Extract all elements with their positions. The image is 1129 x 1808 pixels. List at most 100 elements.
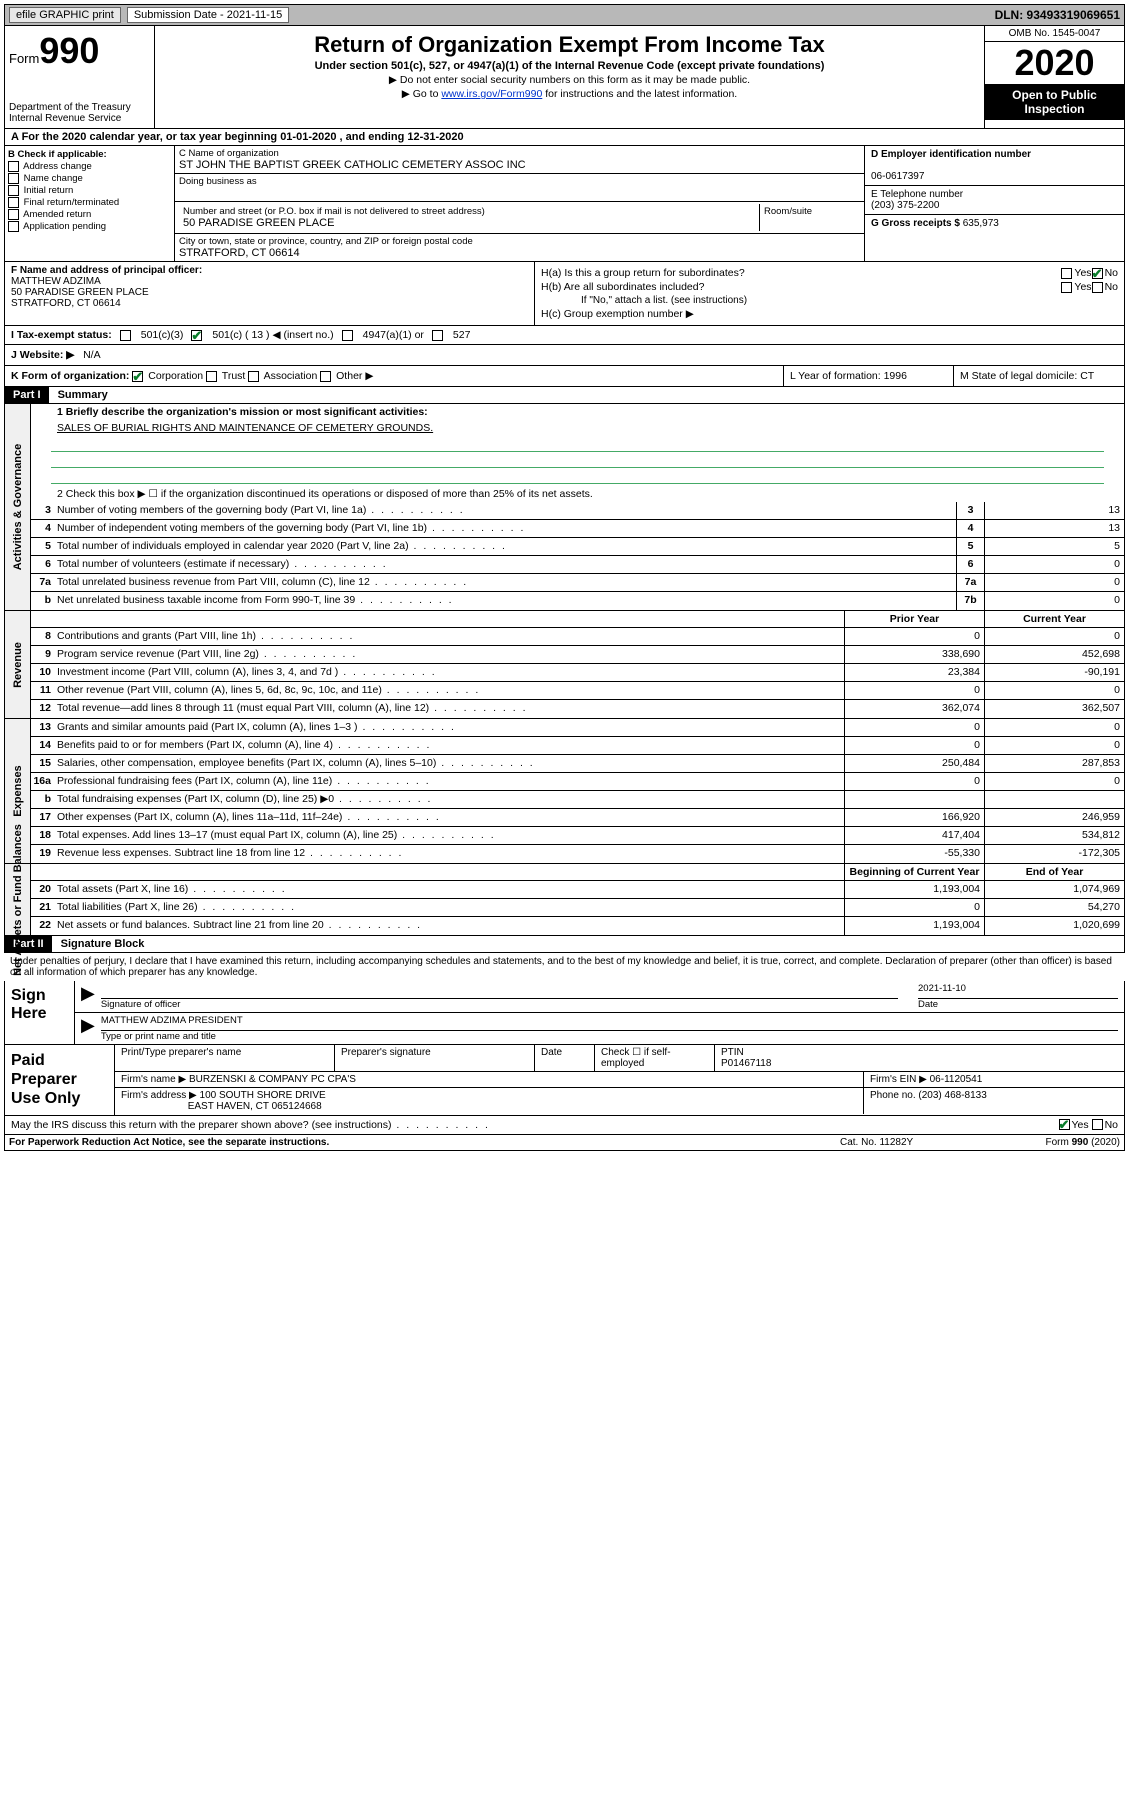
chk-initial[interactable] <box>8 185 19 196</box>
summary-line: 21Total liabilities (Part X, line 26)054… <box>31 899 1124 917</box>
form-title: Return of Organization Exempt From Incom… <box>159 32 980 58</box>
mission-text: SALES OF BURIAL RIGHTS AND MAINTENANCE O… <box>31 420 1124 436</box>
chk-final[interactable] <box>8 197 19 208</box>
officer-name: MATTHEW ADZIMA <box>11 276 101 287</box>
firm-addr: 100 SOUTH SHORE DRIVE <box>200 1090 326 1101</box>
footer: For Paperwork Reduction Act Notice, see … <box>4 1135 1125 1151</box>
summary-line: 3Number of voting members of the governi… <box>31 502 1124 520</box>
officer-addr1: 50 PARADISE GREEN PLACE <box>11 287 149 298</box>
firm-ein: 06-1120541 <box>930 1074 983 1085</box>
ptin-value: P01467118 <box>721 1058 771 1069</box>
d-label: D Employer identification number <box>871 149 1031 160</box>
summary-line: bTotal fundraising expenses (Part IX, co… <box>31 791 1124 809</box>
website-value: N/A <box>83 349 101 361</box>
summary-line: 9Program service revenue (Part VIII, lin… <box>31 646 1124 664</box>
chk-trust[interactable] <box>206 371 217 382</box>
officer-name-title: MATTHEW ADZIMA PRESIDENT <box>101 1015 1118 1031</box>
chk-other[interactable] <box>320 371 331 382</box>
summary-line: 7aTotal unrelated business revenue from … <box>31 574 1124 592</box>
discuss-row: May the IRS discuss this return with the… <box>4 1116 1125 1135</box>
tax-year: 2020 <box>985 42 1124 84</box>
topbar: efile GRAPHIC print Submission Date - 20… <box>4 4 1125 26</box>
hb-note: If "No," attach a list. (see instruction… <box>581 295 1118 306</box>
sig-date: 2021-11-10 <box>918 983 1118 999</box>
discuss-no[interactable] <box>1092 1119 1103 1130</box>
ha-label: H(a) Is this a group return for subordin… <box>541 267 1061 279</box>
summary-line: 13Grants and similar amounts paid (Part … <box>31 719 1124 737</box>
chk-501c[interactable] <box>191 330 202 341</box>
submission-date: Submission Date - 2021-11-15 <box>127 7 289 23</box>
city-value: STRATFORD, CT 06614 <box>179 247 300 259</box>
chk-pending[interactable] <box>8 221 19 232</box>
summary-line: 12Total revenue—add lines 8 through 11 (… <box>31 700 1124 718</box>
summary-line: 8Contributions and grants (Part VIII, li… <box>31 628 1124 646</box>
summary-line: 22Net assets or fund balances. Subtract … <box>31 917 1124 935</box>
section-f-h: F Name and address of principal officer:… <box>4 262 1125 326</box>
vtab-netassets: Net Assets or Fund Balances <box>12 824 24 976</box>
line2: 2 Check this box ▶ ☐ if the organization… <box>31 486 1124 502</box>
summary-expenses: Expenses 13Grants and similar amounts pa… <box>4 719 1125 864</box>
chk-527[interactable] <box>432 330 443 341</box>
summary-governance: Activities & Governance 1 Briefly descri… <box>4 404 1125 611</box>
ha-no[interactable] <box>1092 268 1103 279</box>
summary-line: 10Investment income (Part VIII, column (… <box>31 664 1124 682</box>
street-label: Number and street (or P.O. box if mail i… <box>183 206 485 217</box>
summary-line: 17Other expenses (Part IX, column (A), l… <box>31 809 1124 827</box>
vtab-expenses: Expenses <box>12 765 24 816</box>
summary-line: 18Total expenses. Add lines 13–17 (must … <box>31 827 1124 845</box>
sign-here-block: Sign Here ▶ Signature of officer 2021-11… <box>4 981 1125 1045</box>
form-subtitle: Under section 501(c), 527, or 4947(a)(1)… <box>159 60 980 72</box>
vtab-governance: Activities & Governance <box>12 444 24 571</box>
summary-line: 19Revenue less expenses. Subtract line 1… <box>31 845 1124 863</box>
state-domicile: M State of legal domicile: CT <box>954 366 1124 386</box>
row-klm: K Form of organization: Corporation Trus… <box>4 366 1125 387</box>
discuss-yes[interactable] <box>1059 1119 1070 1130</box>
form-header: Form990 Department of the Treasury Inter… <box>4 26 1125 129</box>
summary-line: 4Number of independent voting members of… <box>31 520 1124 538</box>
officer-addr2: STRATFORD, CT 06614 <box>11 298 121 309</box>
form-ref: Form 990 (2020) <box>1000 1137 1120 1148</box>
sign-here-label: Sign Here <box>5 981 75 1044</box>
efile-btn[interactable]: efile GRAPHIC print <box>9 7 121 23</box>
note-link: ▶ Go to www.irs.gov/Form990 for instruct… <box>159 88 980 100</box>
summary-line: 6Total number of volunteers (estimate if… <box>31 556 1124 574</box>
declaration: Under penalties of perjury, I declare th… <box>4 953 1125 981</box>
irs-link[interactable]: www.irs.gov/Form990 <box>441 88 542 100</box>
firm-phone: (203) 468-8133 <box>918 1090 986 1101</box>
hb-yes[interactable] <box>1061 282 1072 293</box>
chk-4947[interactable] <box>342 330 353 341</box>
note-ssn: ▶ Do not enter social security numbers o… <box>159 74 980 86</box>
summary-line: 5Total number of individuals employed in… <box>31 538 1124 556</box>
chk-501c3[interactable] <box>120 330 131 341</box>
chk-address[interactable] <box>8 161 19 172</box>
dept-label: Department of the Treasury Internal Reve… <box>9 102 150 124</box>
b-header: B Check if applicable: <box>8 149 107 160</box>
chk-amended[interactable] <box>8 209 19 220</box>
e-label: E Telephone number <box>871 189 963 200</box>
chk-corp[interactable] <box>132 371 143 382</box>
sig-officer-label: Signature of officer <box>101 999 181 1010</box>
hb-label: H(b) Are all subordinates included? <box>541 281 1061 293</box>
chk-name[interactable] <box>8 173 19 184</box>
part1-header: Part I Summary <box>4 387 1125 404</box>
summary-line: bNet unrelated business taxable income f… <box>31 592 1124 610</box>
street-value: 50 PARADISE GREEN PLACE <box>183 217 334 229</box>
paid-preparer-block: Paid Preparer Use Only Print/Type prepar… <box>4 1045 1125 1116</box>
dln: DLN: 93493319069651 <box>995 8 1120 22</box>
hb-no[interactable] <box>1092 282 1103 293</box>
summary-line: 15Salaries, other compensation, employee… <box>31 755 1124 773</box>
inspection-badge: Open to Public Inspection <box>985 84 1124 120</box>
section-b-c-d: B Check if applicable: Address change Na… <box>4 146 1125 262</box>
summary-line: 11Other revenue (Part VIII, column (A), … <box>31 682 1124 700</box>
arrow-icon: ▶ <box>81 983 95 1010</box>
chk-assoc[interactable] <box>248 371 259 382</box>
summary-line: 14Benefits paid to or for members (Part … <box>31 737 1124 755</box>
summary-revenue: Revenue Prior YearCurrent Year 8Contribu… <box>4 611 1125 719</box>
omb-number: OMB No. 1545-0047 <box>985 26 1124 42</box>
gross-receipts: 635,973 <box>963 218 999 229</box>
ha-yes[interactable] <box>1061 268 1072 279</box>
summary-netassets: Net Assets or Fund Balances Beginning of… <box>4 864 1125 936</box>
org-name: ST JOHN THE BAPTIST GREEK CATHOLIC CEMET… <box>179 159 526 171</box>
form-number: Form990 <box>9 30 150 72</box>
line-a: A For the 2020 calendar year, or tax yea… <box>4 129 1125 146</box>
